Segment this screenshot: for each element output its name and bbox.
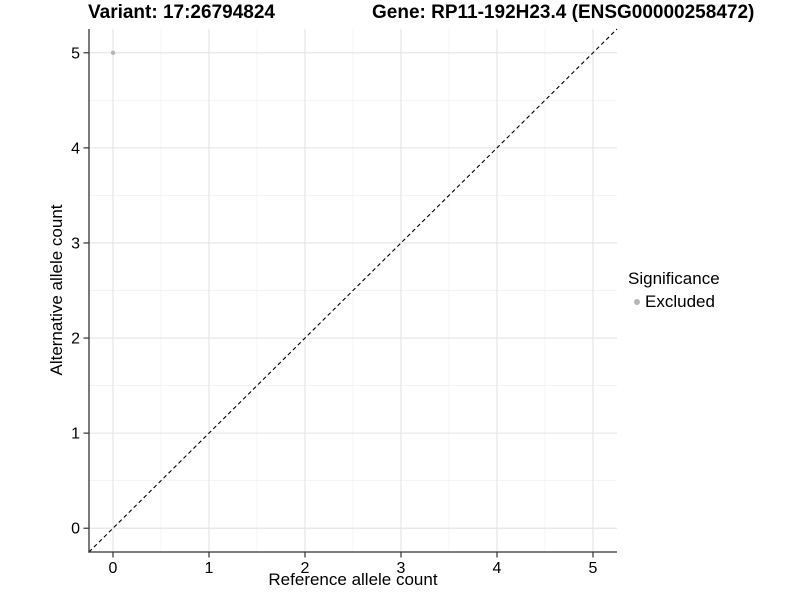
y-tick-label: 2 bbox=[71, 331, 80, 348]
plot-title-gene: Gene: RP11-192H23.4 (ENSG00000258472) bbox=[372, 2, 755, 23]
plot-title-variant: Variant: 17:26794824 bbox=[88, 2, 275, 23]
legend-item-excluded: Excluded bbox=[628, 291, 720, 314]
legend-point-icon bbox=[634, 299, 640, 306]
y-axis-title: Alternative allele count bbox=[47, 204, 66, 376]
x-axis-title: Reference allele count bbox=[268, 570, 438, 589]
y-tick-label: 3 bbox=[71, 235, 80, 252]
y-tick-label: 0 bbox=[71, 521, 80, 538]
legend-item-label: Excluded bbox=[645, 291, 715, 311]
x-tick-label: 2 bbox=[301, 560, 310, 577]
data-point bbox=[110, 50, 116, 55]
x-tick-label: 3 bbox=[397, 560, 406, 577]
x-tick-label: 5 bbox=[589, 560, 598, 577]
x-tick-label: 0 bbox=[109, 560, 118, 577]
x-tick-label: 4 bbox=[493, 560, 502, 577]
identity-line bbox=[88, 28, 618, 553]
legend-title: Significance bbox=[628, 269, 720, 288]
legend: Significance Excluded bbox=[628, 268, 720, 314]
y-tick-label: 4 bbox=[71, 140, 80, 157]
y-tick-label: 1 bbox=[71, 426, 80, 443]
y-tick-label: 5 bbox=[71, 45, 80, 62]
x-tick-label: 1 bbox=[205, 560, 214, 577]
